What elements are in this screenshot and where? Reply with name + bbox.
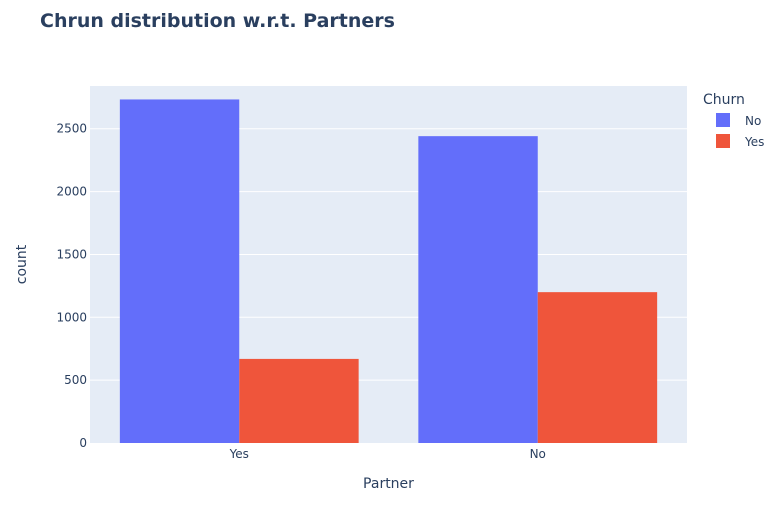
- x-tick-label: Yes: [229, 447, 249, 461]
- x-axis-title: Partner: [363, 476, 414, 492]
- y-tick-label: 0: [79, 436, 87, 450]
- legend-label-yes[interactable]: Yes: [744, 135, 764, 149]
- legend-swatch-yes[interactable]: [716, 134, 730, 148]
- x-tick-label: No: [530, 447, 546, 461]
- y-tick-label: 1500: [56, 247, 87, 261]
- y-tick-label: 2500: [56, 122, 87, 136]
- y-tick-label: 1000: [56, 310, 87, 324]
- y-tick-label: 2000: [56, 185, 87, 199]
- legend-swatch-no[interactable]: [716, 113, 730, 127]
- y-tick-label: 500: [64, 373, 87, 387]
- bars[interactable]: [119, 99, 658, 444]
- legend-title: Churn: [703, 92, 745, 108]
- chart-title: Chrun distribution w.r.t. Partners: [40, 10, 395, 32]
- legend[interactable]: Churn No Yes: [703, 92, 764, 149]
- bar-yes-churn-no[interactable]: [119, 99, 240, 444]
- bar-no-churn-no[interactable]: [418, 136, 538, 443]
- bar-yes-churn-yes[interactable]: [239, 358, 359, 443]
- y-axis-ticks: 0 500 1000 1500 2000 2500: [56, 122, 87, 450]
- y-axis-title: count: [14, 244, 30, 284]
- legend-label-no[interactable]: No: [745, 114, 761, 128]
- x-axis-ticks: Yes No: [229, 447, 546, 461]
- bar-no-churn-yes[interactable]: [537, 292, 658, 443]
